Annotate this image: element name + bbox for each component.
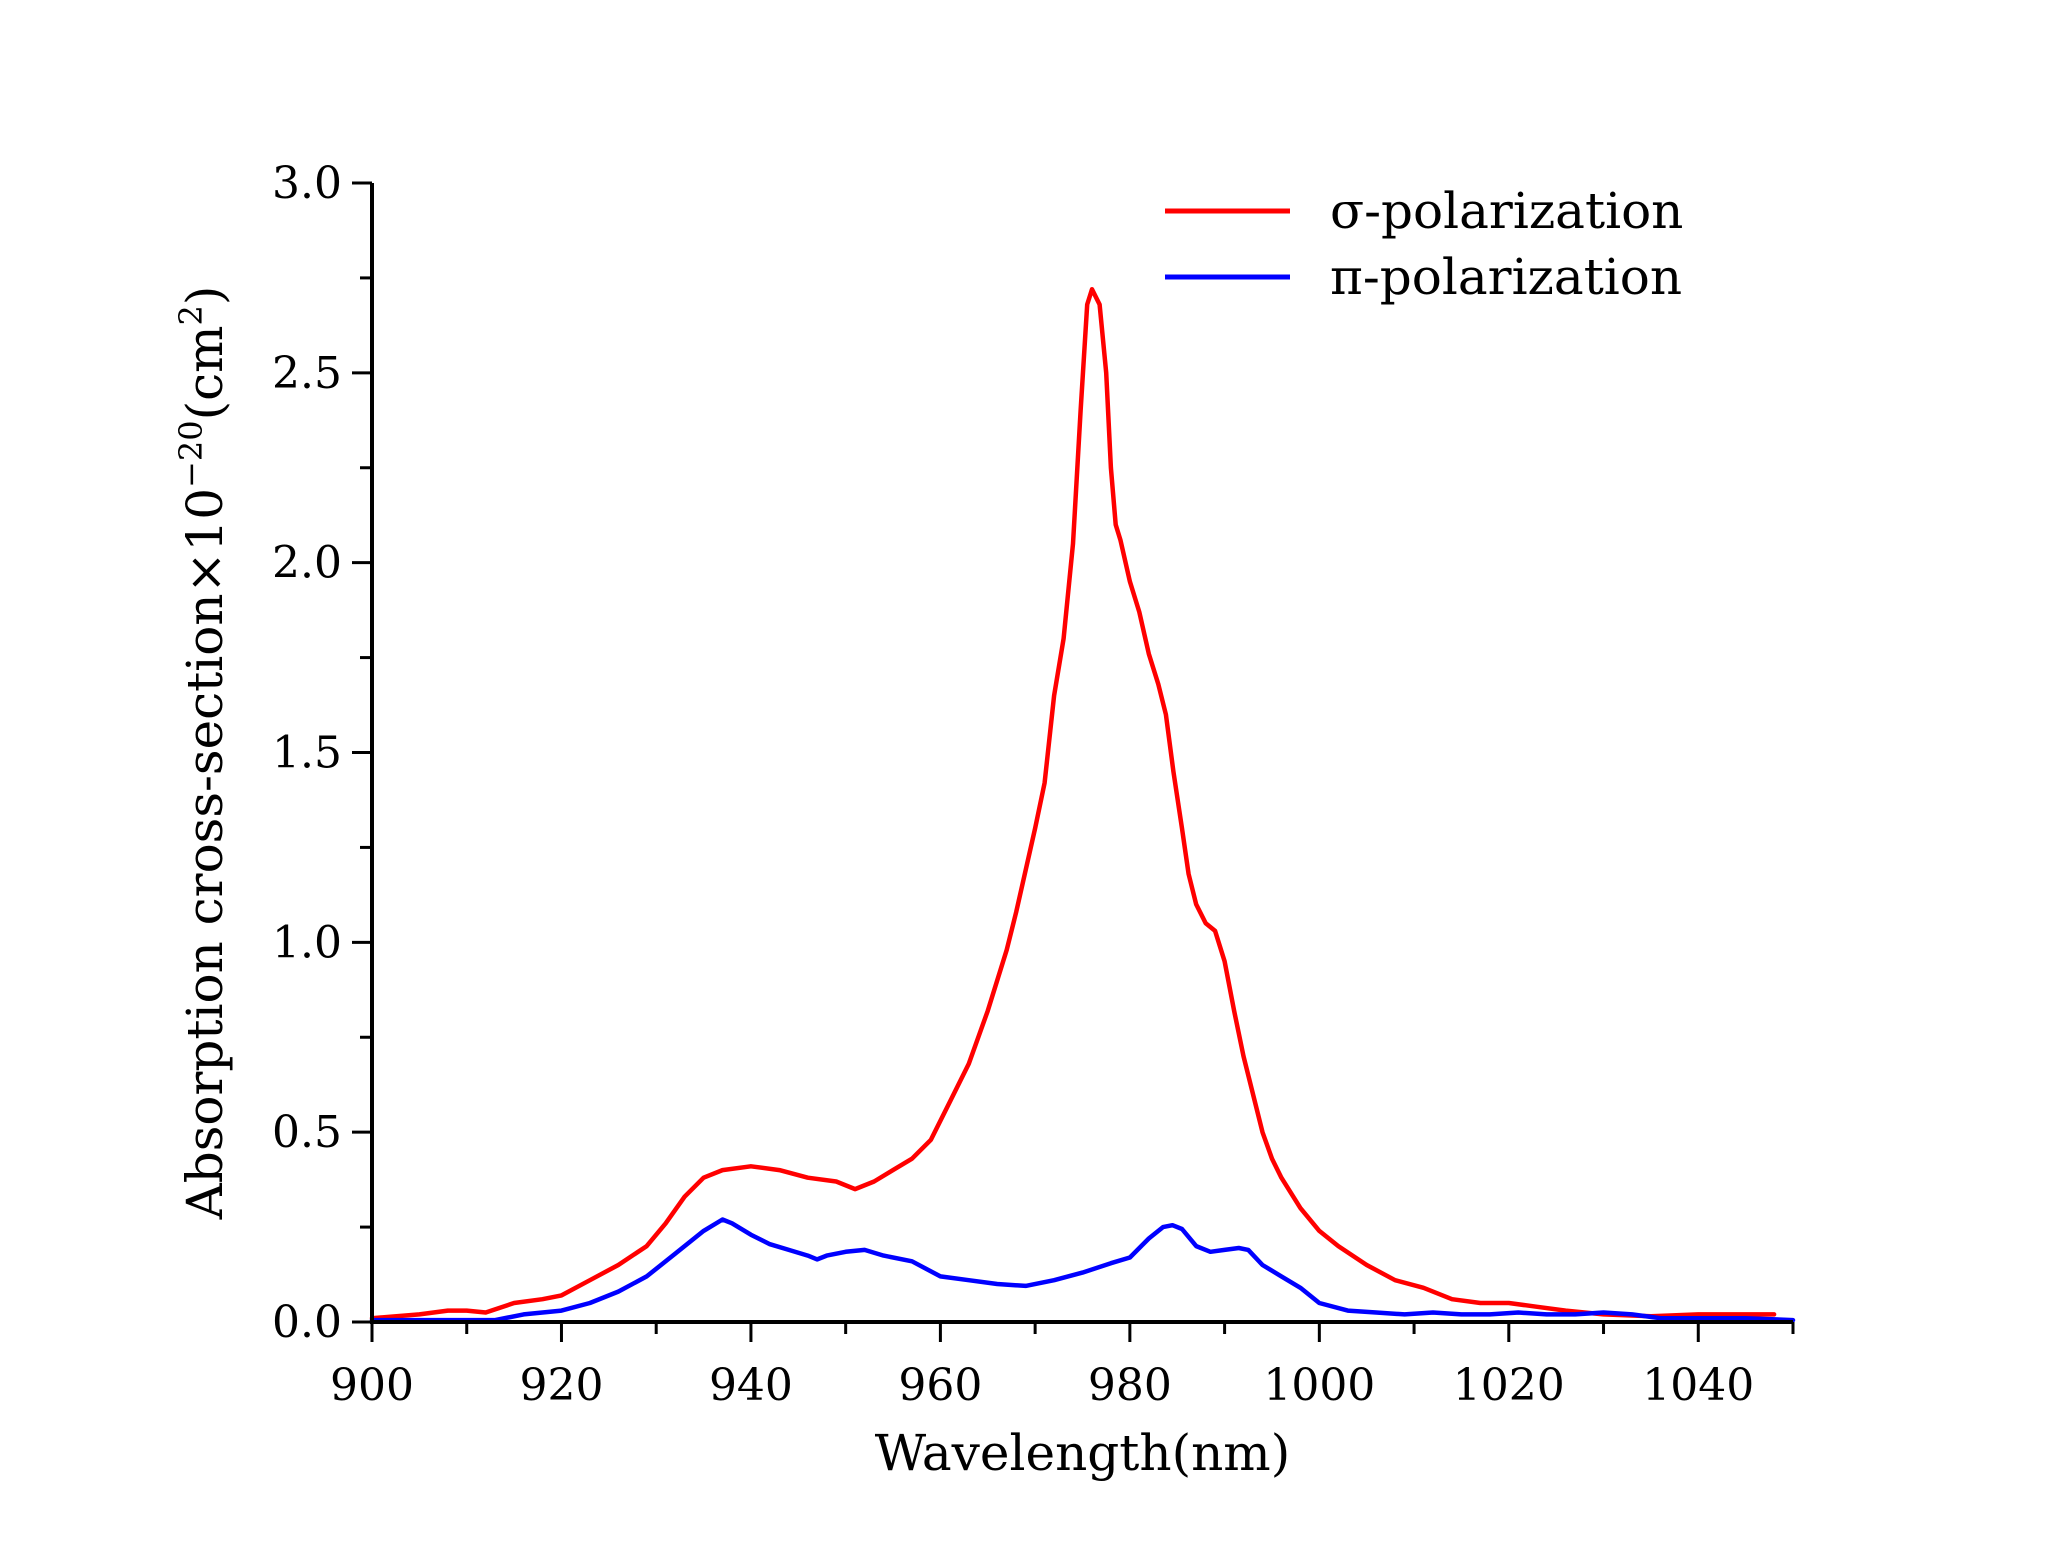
legend: σ-polarization π-polarization [1165, 182, 1683, 306]
y-tick-label: 1.0 [272, 917, 342, 968]
y-axis-title-unit-open: (cm [176, 325, 234, 420]
y-axis-title-unit-close: ) [176, 286, 234, 306]
y-tick-label: 1.5 [272, 728, 342, 779]
x-tick-label: 1040 [1642, 1360, 1754, 1411]
x-tick-label: 900 [330, 1360, 414, 1411]
axes [370, 183, 1793, 1324]
x-tick-label: 1020 [1453, 1360, 1565, 1411]
y-axis-title: Absorption cross-section×10−20(cm2) [172, 286, 234, 1221]
x-tick-label: 980 [1088, 1360, 1172, 1411]
y-tick-label: 3.0 [272, 158, 342, 209]
y-tick-label: 0.0 [272, 1297, 342, 1348]
legend-label-pi: π-polarization [1330, 248, 1682, 306]
sigma-series-line [369, 287, 1777, 1321]
y-tick-label: 2.5 [272, 348, 342, 399]
x-tick-label: 960 [898, 1360, 982, 1411]
x-tick-label: 940 [709, 1360, 793, 1411]
x-ticks: 900 920 940 960 980 1000 1020 1040 [330, 1322, 1795, 1411]
x-axis-title: Wavelength(nm) [875, 1424, 1290, 1482]
x-tick-label: 920 [519, 1360, 603, 1411]
plot-series [369, 287, 1796, 1323]
svg-text:Absorption cross-section×10−20: Absorption cross-section×10−20(cm2) [172, 286, 234, 1221]
y-ticks: 0.0 0.5 1.0 1.5 2.0 2.5 3.0 [272, 158, 372, 1348]
y-axis-title-exponent: −20 [172, 420, 210, 488]
y-axis-title-unit-exponent: 2 [172, 305, 210, 325]
x-tick-label: 1000 [1263, 1360, 1375, 1411]
legend-label-sigma: σ-polarization [1330, 182, 1683, 240]
pi-series-line [369, 1217, 1796, 1323]
y-axis-title-main: Absorption cross-section×10 [176, 488, 234, 1220]
y-tick-label: 2.0 [272, 538, 342, 589]
y-tick-label: 0.5 [272, 1107, 342, 1158]
